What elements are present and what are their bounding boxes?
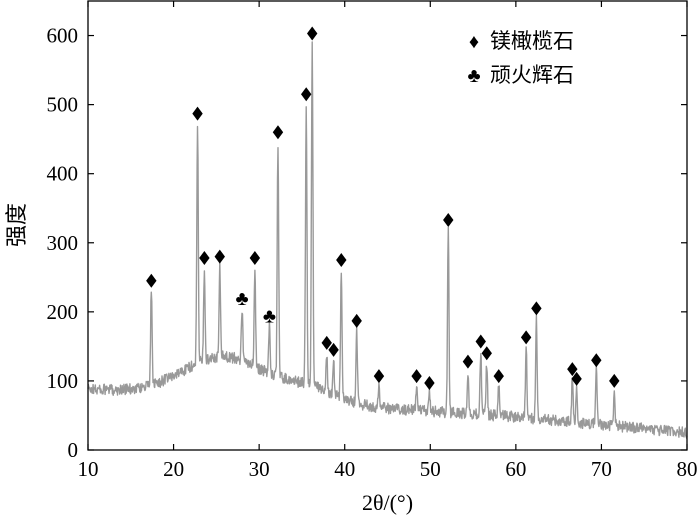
olivine-peak-marker xyxy=(192,106,203,121)
x-tick-label: 20 xyxy=(163,457,184,481)
y-tick-label: 100 xyxy=(47,369,79,393)
olivine-peak-marker xyxy=(199,250,210,265)
olivine-peak-marker xyxy=(146,273,157,288)
olivine-peak-marker xyxy=(321,335,332,350)
y-tick-label: 300 xyxy=(47,231,79,255)
x-tick-label: 50 xyxy=(420,457,441,481)
olivine-peak-marker xyxy=(272,125,284,140)
x-tick-label: 30 xyxy=(249,457,270,481)
olivine-peak-marker xyxy=(531,301,542,316)
legend: ♦ 镁橄榄石 ♣ 顽火辉石 xyxy=(467,29,574,87)
x-tick-label: 40 xyxy=(334,457,355,481)
olivine-peak-marker xyxy=(609,373,620,388)
axis-ticks: 10 20 30 40 50 60 70 80 0 100 200 300 400 500 600 xyxy=(47,1,698,481)
diffraction-pattern xyxy=(87,41,688,439)
olivine-peak-marker xyxy=(351,313,362,328)
olivine-peak-marker xyxy=(567,362,578,377)
pyroxene-peak-marker: ♣ xyxy=(235,288,248,310)
olivine-peak-marker xyxy=(443,212,454,227)
peak-markers: ♣♣ xyxy=(146,26,620,390)
x-tick-label: 70 xyxy=(591,457,612,481)
olivine-peak-marker xyxy=(214,249,225,264)
plot-frame xyxy=(87,0,688,451)
olivine-peak-marker xyxy=(328,342,339,357)
x-tick-label: 10 xyxy=(78,457,99,481)
y-tick-label: 500 xyxy=(47,93,79,117)
olivine-peak-marker xyxy=(301,87,312,102)
olivine-peak-marker xyxy=(591,353,602,368)
y-tick-label: 200 xyxy=(47,300,79,324)
y-tick-label: 400 xyxy=(47,162,79,186)
olivine-peak-marker xyxy=(493,369,504,384)
x-tick-label: 60 xyxy=(505,457,526,481)
olivine-peak-marker xyxy=(520,330,532,345)
olivine-peak-marker xyxy=(571,371,582,386)
legend-pyroxene-symbol: ♣ xyxy=(467,65,480,87)
xrd-trace xyxy=(87,41,688,439)
olivine-peak-marker xyxy=(411,369,422,384)
olivine-peak-marker xyxy=(249,250,261,265)
x-axis-label: 2θ/(°) xyxy=(362,490,413,515)
olivine-peak-marker xyxy=(481,346,492,361)
olivine-peak-marker xyxy=(462,354,474,369)
y-axis-label: 强度 xyxy=(4,203,29,247)
y-tick-label: 600 xyxy=(47,24,79,48)
olivine-peak-marker xyxy=(373,369,385,384)
x-tick-label: 80 xyxy=(677,457,698,481)
legend-olivine-label: 镁橄榄石 xyxy=(490,29,574,53)
legend-olivine-symbol: ♦ xyxy=(469,31,479,53)
olivine-peak-marker xyxy=(424,375,435,390)
pyroxene-peak-marker: ♣ xyxy=(263,305,276,327)
legend-pyroxene-label: 顽火辉石 xyxy=(490,63,574,87)
olivine-peak-marker xyxy=(475,334,486,349)
y-tick-label: 0 xyxy=(68,438,79,462)
olivine-peak-marker xyxy=(306,26,318,41)
olivine-peak-marker xyxy=(336,253,347,268)
